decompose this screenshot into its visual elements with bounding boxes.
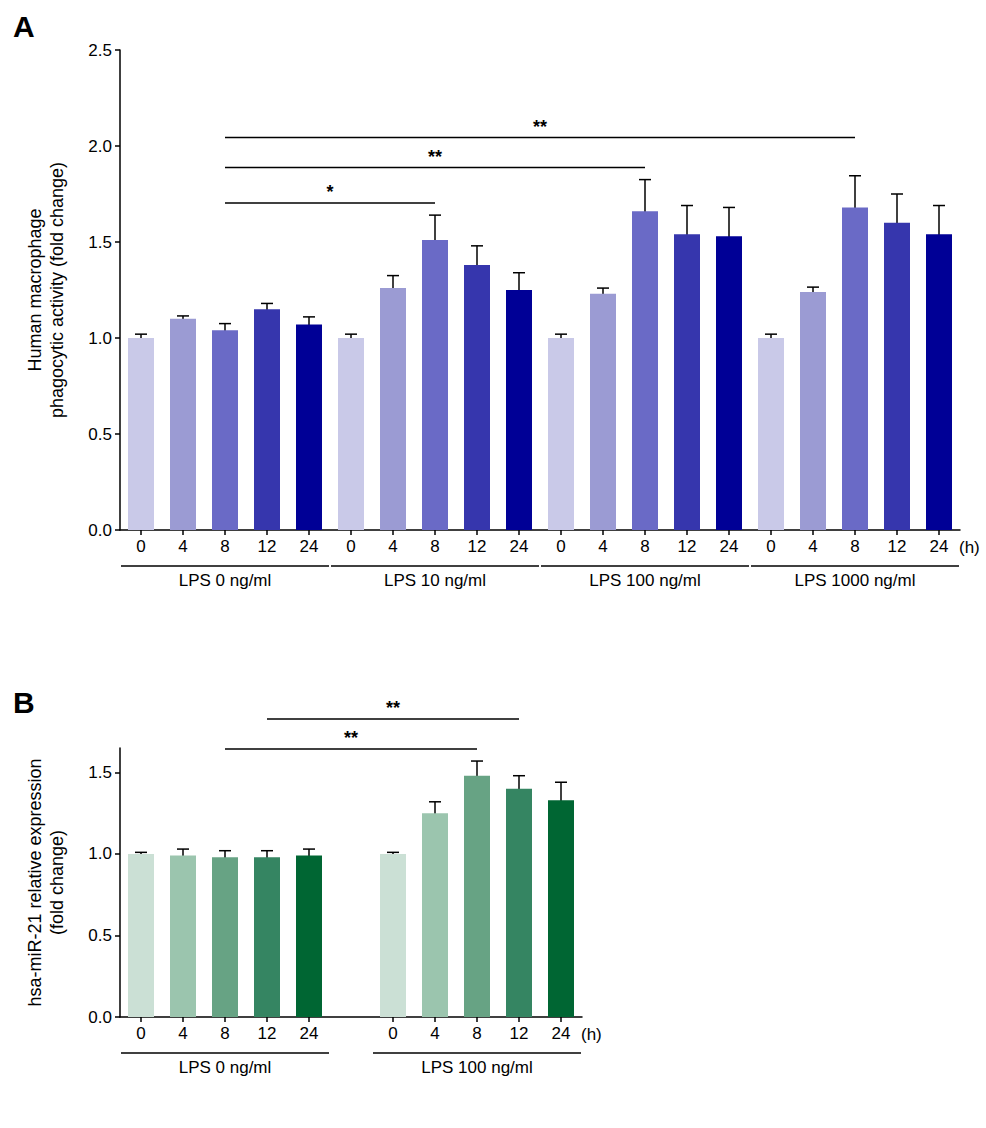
svg-text:4: 4 [808,537,817,556]
svg-text:12: 12 [468,537,487,556]
svg-text:0: 0 [136,537,145,556]
svg-text:0: 0 [766,537,775,556]
svg-text:hsa-miR-21 relative expression: hsa-miR-21 relative expression [25,758,45,1006]
svg-text:4: 4 [178,537,187,556]
svg-text:0.5: 0.5 [88,425,112,444]
svg-text:phagocytic activity (fold chan: phagocytic activity (fold change) [47,162,67,418]
svg-text:(h): (h) [581,1025,602,1044]
svg-text:B: B [13,686,35,719]
svg-text:4: 4 [430,1024,439,1043]
svg-text:24: 24 [930,537,949,556]
svg-text:8: 8 [640,537,649,556]
svg-text:LPS 0 ng/ml: LPS 0 ng/ml [179,1058,272,1077]
svg-text:4: 4 [388,537,397,556]
svg-text:**: ** [533,117,547,137]
svg-text:4: 4 [598,537,607,556]
svg-text:4: 4 [178,1024,187,1043]
svg-text:1.5: 1.5 [88,233,112,252]
svg-text:0: 0 [388,1024,397,1043]
svg-text:**: ** [428,147,442,167]
svg-text:0: 0 [556,537,565,556]
svg-text:2.0: 2.0 [88,137,112,156]
svg-text:2.5: 2.5 [88,41,112,60]
svg-text:LPS 100 ng/ml: LPS 100 ng/ml [421,1058,533,1077]
svg-text:8: 8 [220,537,229,556]
svg-text:LPS 0 ng/ml: LPS 0 ng/ml [179,571,272,590]
svg-text:**: ** [386,698,400,718]
svg-text:0.0: 0.0 [88,1008,112,1027]
svg-text:8: 8 [850,537,859,556]
svg-text:12: 12 [258,537,277,556]
svg-text:12: 12 [678,537,697,556]
svg-text:*: * [326,182,333,202]
svg-text:8: 8 [220,1024,229,1043]
svg-text:8: 8 [430,537,439,556]
svg-text:24: 24 [552,1024,571,1043]
svg-text:LPS 10 ng/ml: LPS 10 ng/ml [384,571,486,590]
svg-text:(h): (h) [959,538,980,557]
svg-text:1.0: 1.0 [88,329,112,348]
svg-text:24: 24 [300,537,319,556]
svg-text:24: 24 [300,1024,319,1043]
svg-text:12: 12 [510,1024,529,1043]
svg-text:0.0: 0.0 [88,521,112,540]
svg-text:0.5: 0.5 [88,926,112,945]
svg-text:1.0: 1.0 [88,844,112,863]
svg-text:24: 24 [510,537,529,556]
svg-text:8: 8 [472,1024,481,1043]
svg-text:24: 24 [720,537,739,556]
svg-text:(fold change): (fold change) [47,830,67,935]
svg-text:1.5: 1.5 [88,763,112,782]
svg-text:12: 12 [888,537,907,556]
svg-text:Human macrophage: Human macrophage [25,208,45,371]
svg-text:0: 0 [136,1024,145,1043]
svg-text:**: ** [344,728,358,748]
svg-text:0: 0 [346,537,355,556]
svg-text:LPS 1000 ng/ml: LPS 1000 ng/ml [795,571,916,590]
svg-text:A: A [13,10,35,43]
svg-text:12: 12 [258,1024,277,1043]
svg-text:LPS 100 ng/ml: LPS 100 ng/ml [589,571,701,590]
